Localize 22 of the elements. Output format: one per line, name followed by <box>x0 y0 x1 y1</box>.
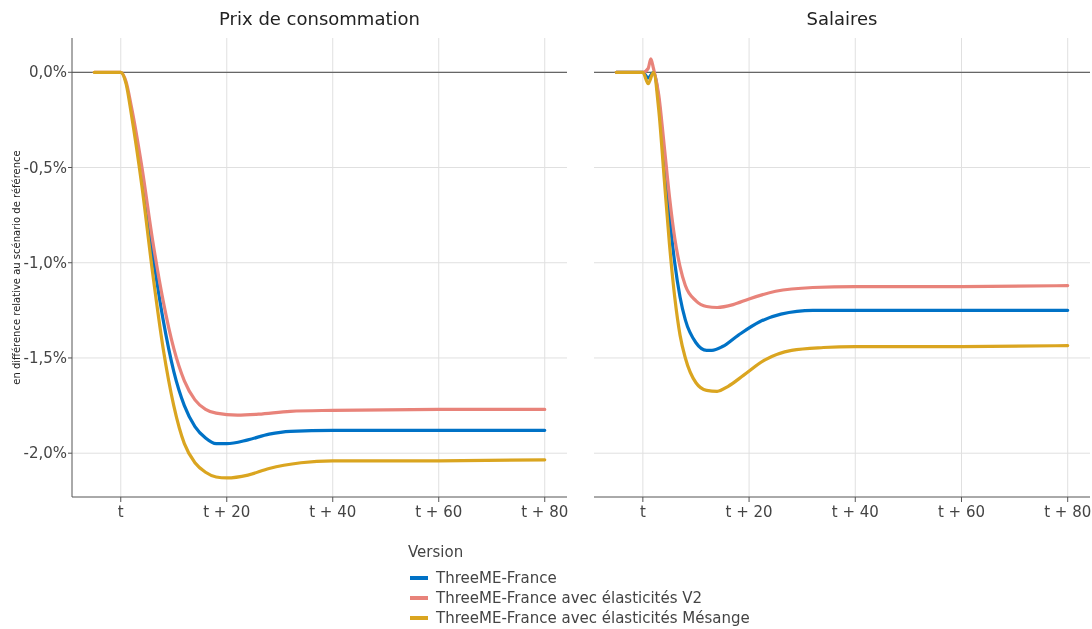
x-tick-label: t + 80 <box>521 503 569 521</box>
x-tick-label: t + 40 <box>309 503 357 521</box>
y-axis-title: en différence relative au scénario de référence <box>11 150 22 385</box>
y-tick-label: -1,0% <box>23 253 67 272</box>
legend-label: ThreeME-France <box>435 569 557 587</box>
x-tick-label: t + 20 <box>203 503 251 521</box>
y-tick-label: -0,5% <box>23 158 67 177</box>
y-tick-label: 0,0% <box>28 63 67 82</box>
x-tick-label: t + 60 <box>937 503 986 521</box>
y-tick-label: -2,0% <box>23 444 67 463</box>
x-tick-label: t <box>639 503 646 521</box>
legend-title: Version <box>408 543 464 561</box>
x-tick-label: t + 60 <box>415 503 463 521</box>
x-tick-label: t + 20 <box>725 503 773 521</box>
legend-label: ThreeME-France avec élasticités V2 <box>435 589 703 607</box>
y-tick-label: -1,5% <box>23 348 67 367</box>
legend-label: ThreeME-France avec élasticités Mésange <box>435 609 750 627</box>
x-tick-label: t <box>117 503 124 521</box>
chart-title: Prix de consommation <box>219 8 420 29</box>
chart-title: Salaires <box>806 8 878 29</box>
x-tick-label: t + 80 <box>1044 503 1092 521</box>
x-tick-label: t + 40 <box>831 503 879 521</box>
